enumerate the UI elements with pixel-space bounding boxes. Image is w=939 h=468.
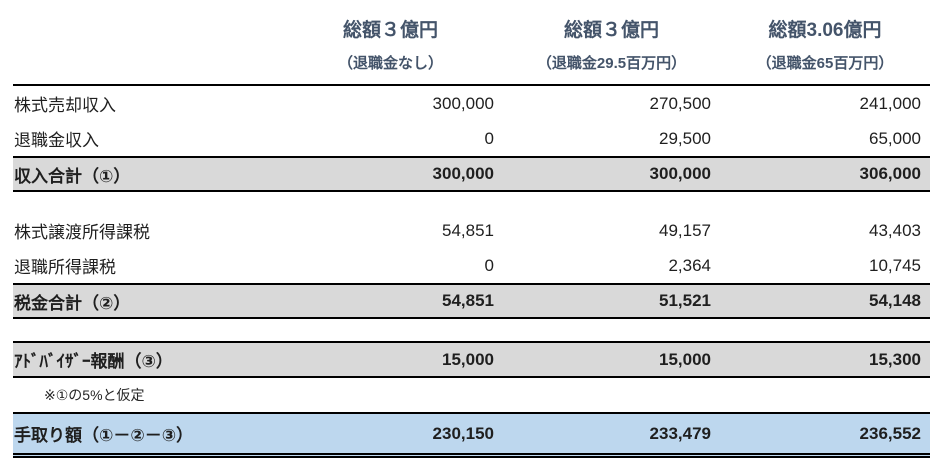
row-stock-sale-income: 株式売却収入 300,000 270,500 241,000 (13, 86, 930, 121)
column-header-retirement-29-5m: 総額３億円 （退職金29.5百万円） (503, 0, 720, 84)
value-cell: 300,000 (649, 164, 711, 183)
column-title: 総額3.06億円 (768, 19, 882, 41)
column-title: 総額３億円 (342, 19, 438, 41)
value-cell: 306,000 (859, 164, 921, 183)
value-cell: 15,000 (442, 349, 494, 369)
value-cell: 300,000 (432, 93, 494, 113)
row-tax-total: 税金合計（②） 54,851 51,521 54,148 (13, 283, 930, 319)
column-subtitle: （退職金65百万円） (756, 54, 894, 72)
value-cell: 0 (484, 255, 494, 275)
value-cell: 51,521 (659, 291, 711, 310)
value-cell: 10,745 (869, 255, 921, 275)
value-cell: 49,157 (659, 220, 711, 240)
value-cell: 54,851 (442, 291, 494, 310)
spacer (13, 319, 930, 341)
row-label: 株式売却収入 (14, 96, 116, 115)
column-subtitle: （退職金なし） (337, 54, 443, 72)
row-label: 税金合計（②） (14, 293, 131, 313)
column-header-retirement-65m: 総額3.06億円 （退職金65百万円） (720, 0, 930, 84)
row-net-amount: 手取り額（①－②－③） 230,150 233,479 236,552 (13, 412, 930, 458)
row-advisor-fee: ｱﾄﾞﾊﾞｲｻﾞｰ報酬（③） 15,000 15,000 15,300 (13, 341, 930, 378)
tax-comparison-table: 総額３億円 （退職金なし） 総額３億円 （退職金29.5百万円） 総額3.06億… (13, 0, 930, 458)
row-stock-transfer-tax: 株式譲渡所得課税 54,851 49,157 43,403 (13, 213, 930, 248)
value-cell: 270,500 (649, 93, 711, 113)
table-header-row: 総額３億円 （退職金なし） 総額３億円 （退職金29.5百万円） 総額3.06億… (13, 0, 930, 86)
value-cell: 29,500 (659, 128, 711, 148)
row-label: 株式譲渡所得課税 (14, 223, 150, 242)
column-title: 総額３億円 (563, 19, 659, 41)
value-cell: 0 (484, 128, 494, 148)
value-cell: 241,000 (859, 93, 921, 113)
value-cell: 43,403 (869, 220, 921, 240)
spacer (13, 192, 930, 213)
value-cell: 2,364 (668, 255, 711, 275)
value-cell: 15,300 (869, 349, 921, 369)
value-cell: 65,000 (869, 128, 921, 148)
column-subtitle: （退職金29.5百万円） (536, 54, 687, 72)
value-cell: 54,851 (442, 220, 494, 240)
value-cell: 233,479 (649, 423, 711, 443)
value-cell: 15,000 (659, 349, 711, 369)
value-cell: 236,552 (859, 423, 921, 443)
row-label: 収入合計（①） (14, 166, 131, 186)
note-text: ※①の5%と仮定 (44, 387, 145, 403)
row-label: ｱﾄﾞﾊﾞｲｻﾞｰ報酬（③） (14, 352, 173, 371)
row-note: ※①の5%と仮定 (13, 378, 930, 412)
row-retirement-tax: 退職所得課税 0 2,364 10,745 (13, 248, 930, 283)
value-cell: 300,000 (432, 164, 494, 183)
row-income-total: 収入合計（①） 300,000 300,000 306,000 (13, 156, 930, 192)
value-cell: 230,150 (432, 423, 494, 443)
header-empty-cell (13, 0, 278, 84)
row-label: 退職所得課税 (14, 258, 116, 277)
value-cell: 54,148 (869, 291, 921, 310)
row-label: 退職金収入 (14, 131, 99, 150)
column-header-no-retirement: 総額３億円 （退職金なし） (278, 0, 503, 84)
row-label: 手取り額（①－②－③） (14, 426, 194, 445)
row-retirement-income: 退職金収入 0 29,500 65,000 (13, 121, 930, 156)
